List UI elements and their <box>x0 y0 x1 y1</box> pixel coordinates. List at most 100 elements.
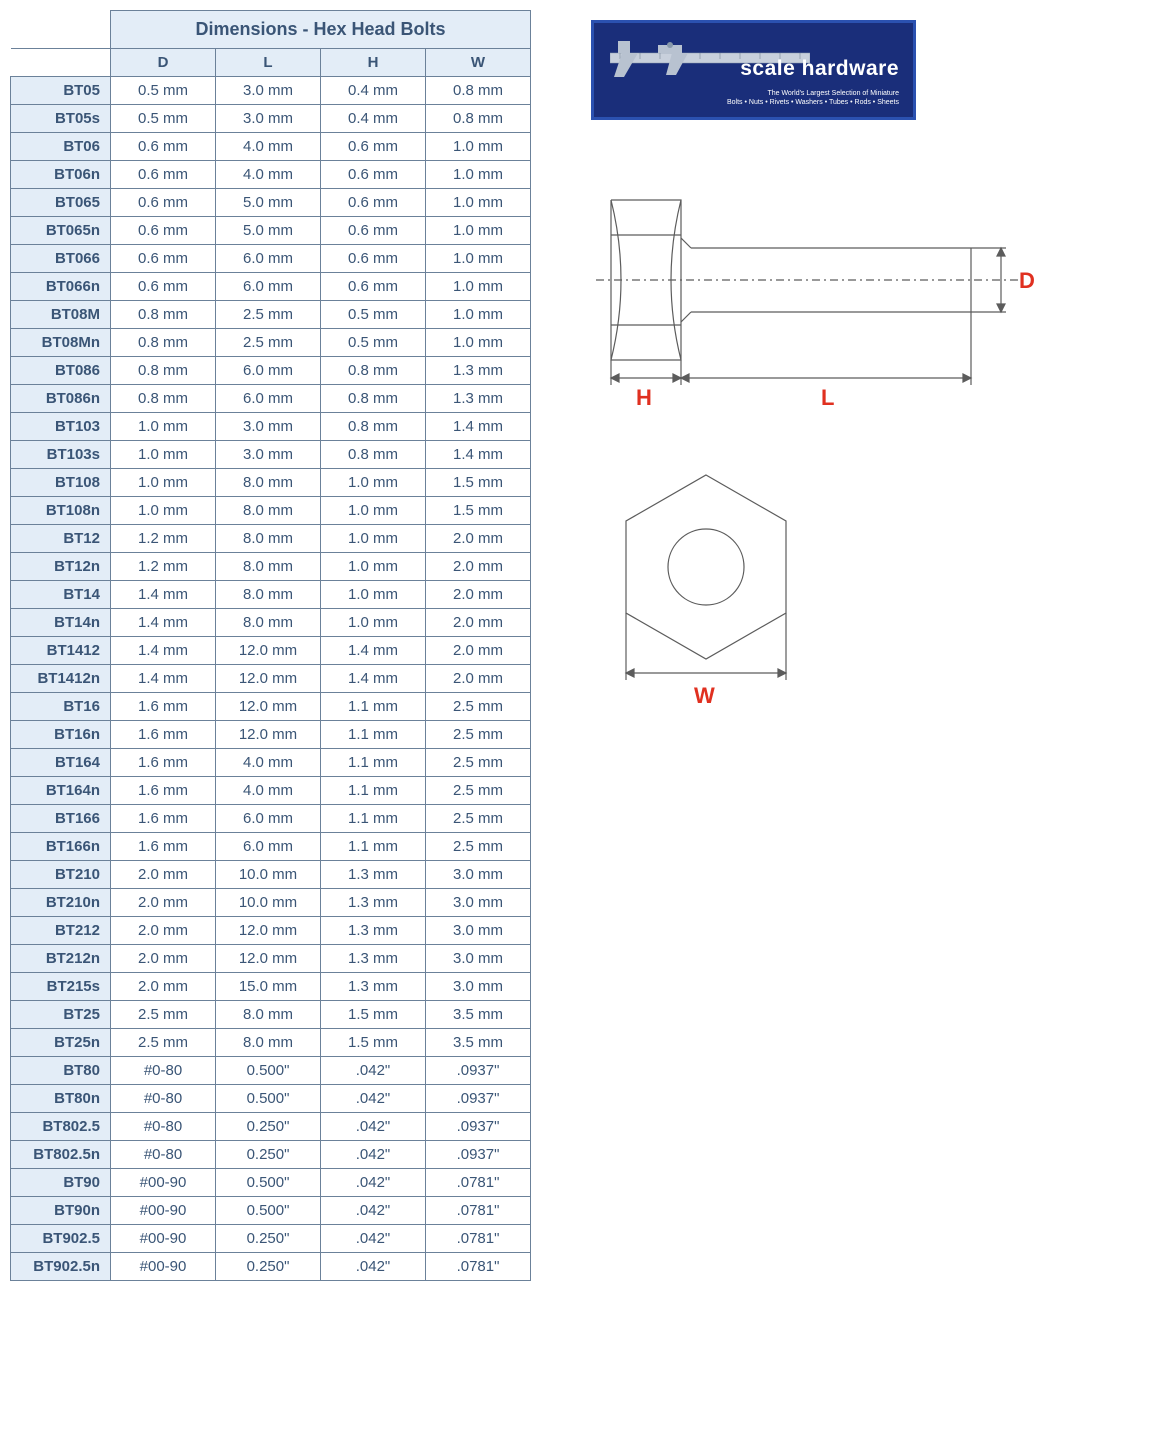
cell-d: 0.6 mm <box>111 273 216 301</box>
cell-h: 1.1 mm <box>321 749 426 777</box>
cell-l: 3.0 mm <box>216 413 321 441</box>
cell-d: 1.6 mm <box>111 721 216 749</box>
cell-h: 0.8 mm <box>321 357 426 385</box>
cell-d: #00-90 <box>111 1169 216 1197</box>
cell-w: 0.8 mm <box>426 77 531 105</box>
bolt-side-diagram: D H L <box>591 180 1041 415</box>
cell-d: 2.0 mm <box>111 945 216 973</box>
cell-d: 1.4 mm <box>111 665 216 693</box>
cell-d: 1.0 mm <box>111 469 216 497</box>
cell-h: 1.0 mm <box>321 581 426 609</box>
part-number: BT08Mn <box>11 329 111 357</box>
cell-h: 1.1 mm <box>321 777 426 805</box>
cell-d: 0.6 mm <box>111 217 216 245</box>
cell-h: 1.0 mm <box>321 469 426 497</box>
part-number: BT164 <box>11 749 111 777</box>
cell-w: .0781" <box>426 1253 531 1281</box>
col-l: L <box>216 49 321 77</box>
cell-h: 1.3 mm <box>321 973 426 1001</box>
table-row: BT06n0.6 mm4.0 mm0.6 mm1.0 mm <box>11 161 531 189</box>
table-row: BT215s2.0 mm15.0 mm1.3 mm3.0 mm <box>11 973 531 1001</box>
cell-l: 0.500" <box>216 1085 321 1113</box>
table-row: BT16n1.6 mm12.0 mm1.1 mm2.5 mm <box>11 721 531 749</box>
cell-h: 0.4 mm <box>321 77 426 105</box>
table-row: BT060.6 mm4.0 mm0.6 mm1.0 mm <box>11 133 531 161</box>
table-row: BT14n1.4 mm8.0 mm1.0 mm2.0 mm <box>11 609 531 637</box>
cell-h: 1.0 mm <box>321 497 426 525</box>
cell-w: 2.5 mm <box>426 833 531 861</box>
part-number: BT14n <box>11 609 111 637</box>
cell-w: 1.0 mm <box>426 189 531 217</box>
part-number: BT065n <box>11 217 111 245</box>
cell-w: .0937" <box>426 1113 531 1141</box>
cell-w: 2.0 mm <box>426 637 531 665</box>
table-row: BT902.5#00-900.250".042".0781" <box>11 1225 531 1253</box>
table-row: BT05s0.5 mm3.0 mm0.4 mm0.8 mm <box>11 105 531 133</box>
part-number: BT166n <box>11 833 111 861</box>
part-number: BT212 <box>11 917 111 945</box>
cell-l: 2.5 mm <box>216 329 321 357</box>
table-row: BT25n2.5 mm8.0 mm1.5 mm3.5 mm <box>11 1029 531 1057</box>
cell-h: .042" <box>321 1085 426 1113</box>
cell-l: 6.0 mm <box>216 385 321 413</box>
cell-w: 1.3 mm <box>426 385 531 413</box>
cell-w: 3.0 mm <box>426 945 531 973</box>
table-row: BT065n0.6 mm5.0 mm0.6 mm1.0 mm <box>11 217 531 245</box>
table-row: BT1412n1.4 mm12.0 mm1.4 mm2.0 mm <box>11 665 531 693</box>
cell-d: 1.0 mm <box>111 497 216 525</box>
table-row: BT1641.6 mm4.0 mm1.1 mm2.5 mm <box>11 749 531 777</box>
part-number: BT802.5n <box>11 1141 111 1169</box>
cell-h: 0.5 mm <box>321 301 426 329</box>
cell-w: 1.0 mm <box>426 329 531 357</box>
part-number: BT06 <box>11 133 111 161</box>
part-number: BT212n <box>11 945 111 973</box>
table-row: BT066n0.6 mm6.0 mm0.6 mm1.0 mm <box>11 273 531 301</box>
cell-h: 1.3 mm <box>321 861 426 889</box>
cell-w: 2.5 mm <box>426 805 531 833</box>
cell-h: .042" <box>321 1197 426 1225</box>
cell-d: 1.4 mm <box>111 637 216 665</box>
cell-d: 0.8 mm <box>111 357 216 385</box>
part-number: BT25n <box>11 1029 111 1057</box>
cell-w: 1.0 mm <box>426 245 531 273</box>
part-number: BT065 <box>11 189 111 217</box>
part-number: BT1412 <box>11 637 111 665</box>
cell-h: 1.4 mm <box>321 665 426 693</box>
table-row: BT12n1.2 mm8.0 mm1.0 mm2.0 mm <box>11 553 531 581</box>
part-number: BT103s <box>11 441 111 469</box>
bolt-top-diagram: W <box>591 455 1041 720</box>
cell-w: 2.0 mm <box>426 525 531 553</box>
table-row: BT90#00-900.500".042".0781" <box>11 1169 531 1197</box>
cell-l: 10.0 mm <box>216 889 321 917</box>
table-row: BT0650.6 mm5.0 mm0.6 mm1.0 mm <box>11 189 531 217</box>
cell-w: 3.0 mm <box>426 889 531 917</box>
cell-d: #0-80 <box>111 1057 216 1085</box>
cell-w: 2.0 mm <box>426 609 531 637</box>
cell-h: 0.8 mm <box>321 385 426 413</box>
table-row: BT0860.8 mm6.0 mm0.8 mm1.3 mm <box>11 357 531 385</box>
part-number: BT90 <box>11 1169 111 1197</box>
part-number: BT086n <box>11 385 111 413</box>
cell-l: 0.250" <box>216 1253 321 1281</box>
cell-l: 0.250" <box>216 1113 321 1141</box>
cell-h: .042" <box>321 1113 426 1141</box>
cell-d: 1.6 mm <box>111 693 216 721</box>
cell-d: #0-80 <box>111 1113 216 1141</box>
cell-d: 0.6 mm <box>111 161 216 189</box>
cell-w: .0781" <box>426 1169 531 1197</box>
cell-l: 8.0 mm <box>216 1029 321 1057</box>
part-number: BT16n <box>11 721 111 749</box>
cell-w: 2.5 mm <box>426 749 531 777</box>
cell-l: 3.0 mm <box>216 441 321 469</box>
cell-d: 2.0 mm <box>111 973 216 1001</box>
part-number: BT16 <box>11 693 111 721</box>
cell-w: 2.0 mm <box>426 581 531 609</box>
cell-w: 3.5 mm <box>426 1001 531 1029</box>
table-row: BT121.2 mm8.0 mm1.0 mm2.0 mm <box>11 525 531 553</box>
cell-w: 1.4 mm <box>426 441 531 469</box>
table-row: BT08Mn0.8 mm2.5 mm0.5 mm1.0 mm <box>11 329 531 357</box>
cell-h: 1.3 mm <box>321 945 426 973</box>
brand-logo: scale hardware The World's Largest Selec… <box>591 20 916 120</box>
part-number: BT05s <box>11 105 111 133</box>
cell-l: 0.500" <box>216 1197 321 1225</box>
